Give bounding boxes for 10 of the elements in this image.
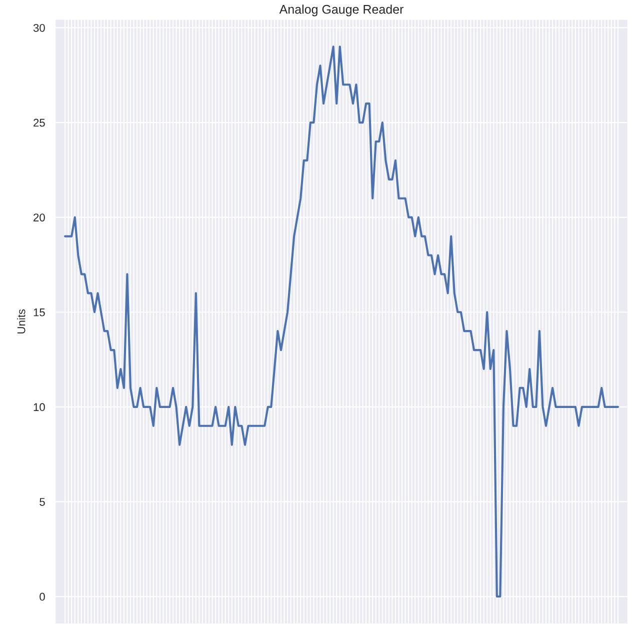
y-tick-label: 0 xyxy=(40,592,45,601)
y-tick-label: 10 xyxy=(34,403,45,412)
y-tick-label: 15 xyxy=(34,308,45,316)
chart-title: Analog Gauge Reader xyxy=(279,4,404,16)
y-tick-label: 30 xyxy=(33,24,45,32)
y-tick-label: 5 xyxy=(40,498,45,506)
line-series xyxy=(64,46,619,598)
y-tick-label: 20 xyxy=(34,214,45,222)
y-tick-label: 25 xyxy=(34,118,45,127)
y-axis-title: Units xyxy=(17,309,26,334)
